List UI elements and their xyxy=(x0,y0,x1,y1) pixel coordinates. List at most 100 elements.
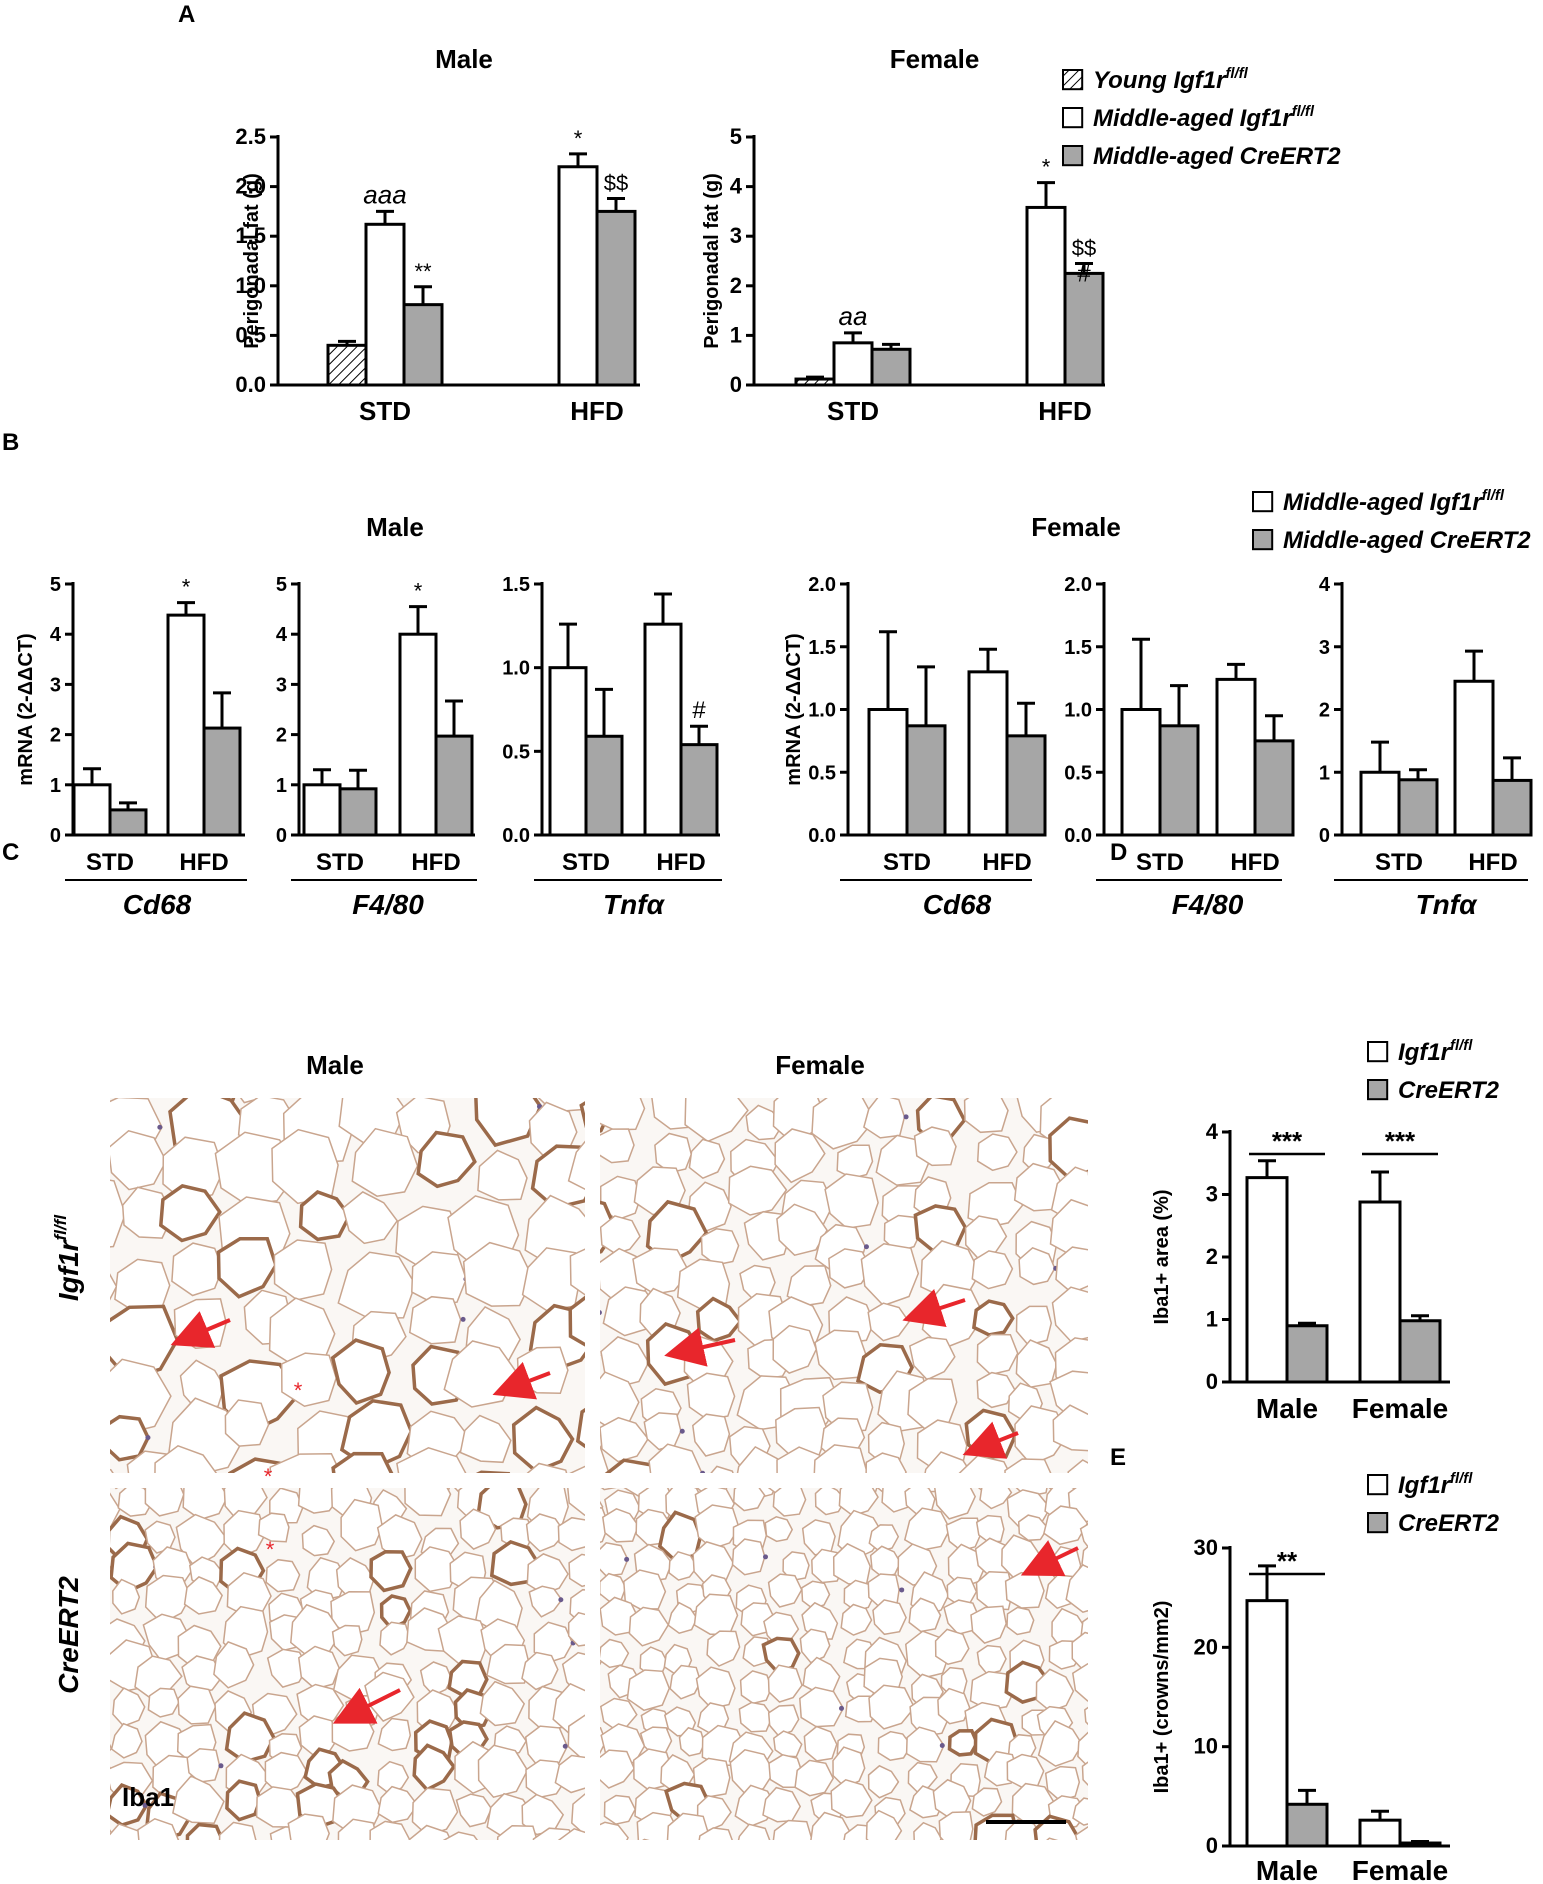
adipocyte xyxy=(938,1811,974,1840)
adipocyte xyxy=(1055,1246,1088,1294)
adipocyte xyxy=(830,1778,873,1819)
adipocyte xyxy=(144,1488,185,1517)
red-arrow xyxy=(962,1421,1019,1459)
adipocyte xyxy=(696,1794,732,1832)
adipocyte xyxy=(71,1438,116,1483)
adipocyte xyxy=(600,1749,636,1789)
red-asterisk: * xyxy=(294,1378,303,1403)
adipocyte xyxy=(600,1215,641,1255)
adipocyte xyxy=(832,1746,866,1788)
y-tick-label: 30 xyxy=(1194,1535,1218,1560)
y-tick-label: 0.0 xyxy=(1064,825,1092,847)
bar xyxy=(595,209,637,387)
adipocyte xyxy=(772,1819,813,1840)
y-tick-label: 0 xyxy=(730,372,742,397)
adipocyte xyxy=(337,1818,379,1840)
nucleus xyxy=(624,1556,630,1562)
bar xyxy=(1398,1841,1442,1848)
adipocyte xyxy=(600,1128,635,1164)
adipocyte xyxy=(778,1858,811,1884)
adipocyte xyxy=(814,1488,847,1516)
adipocyte xyxy=(257,1512,290,1543)
micrograph-2 xyxy=(548,1044,1088,1473)
adipocyte xyxy=(511,1405,575,1473)
micrographs: *** xyxy=(71,1044,1088,1884)
adipocyte xyxy=(1043,1505,1088,1546)
adipocyte xyxy=(548,1058,591,1098)
adipocyte xyxy=(1081,1545,1088,1571)
chart-title: Male xyxy=(435,44,493,74)
adipocyte xyxy=(727,1165,788,1216)
adipocyte xyxy=(224,1711,276,1764)
adipocyte xyxy=(958,1454,1011,1473)
adipocyte xyxy=(772,1324,818,1374)
adipocyte xyxy=(1006,1753,1045,1789)
y-tick-label: 1.0 xyxy=(502,658,530,680)
legend-panel-b: Middle-aged Igf1rfl/fl Middle-aged CreERT… xyxy=(1252,488,1531,554)
adipocyte xyxy=(462,1241,534,1307)
adipocyte xyxy=(156,1858,184,1884)
adipocyte xyxy=(600,1416,650,1463)
adipocyte xyxy=(330,1338,391,1406)
adipocyte xyxy=(416,1130,477,1189)
adipocyte xyxy=(110,1129,167,1191)
adipocyte xyxy=(628,1606,670,1647)
legend-label: CreERT2 xyxy=(1398,1510,1500,1537)
charts-layer: 0.0 0.5 1.0 1.5 2.0 2.5 Perigonadal fat (g) Mal… xyxy=(15,44,1533,1884)
x-tick-label: HFD xyxy=(1230,849,1279,876)
bar xyxy=(1359,770,1401,837)
adipocyte xyxy=(874,1854,912,1884)
bar xyxy=(832,341,874,387)
x-tick-label: STD xyxy=(316,849,364,876)
adipocyte xyxy=(569,1465,585,1473)
bar xyxy=(364,222,406,387)
nucleus xyxy=(700,1470,706,1473)
chart-b-f-tnf: 0 1 2 3 4 STD HFD Tnfα xyxy=(1319,574,1533,920)
adipocyte xyxy=(875,1044,919,1087)
adipocyte xyxy=(1049,1198,1088,1257)
adipocyte xyxy=(810,1811,852,1840)
adipocyte xyxy=(1018,1246,1056,1286)
adipocyte xyxy=(1037,1720,1083,1767)
y-tick-label: 0.0 xyxy=(808,825,836,847)
legend-swatch xyxy=(1252,491,1274,513)
adipocyte xyxy=(525,1759,568,1799)
y-tick-label: 5 xyxy=(276,574,287,596)
adipocyte xyxy=(1065,1563,1088,1614)
y-tick-label: 1.5 xyxy=(235,223,266,248)
adipocyte xyxy=(600,1098,646,1131)
adipocyte xyxy=(669,1664,702,1700)
legend-label: CreERT2 xyxy=(1398,1077,1500,1104)
adipocyte xyxy=(144,1574,192,1625)
adipocyte xyxy=(419,1661,453,1697)
panel-c-col-title-female: Female xyxy=(775,1050,865,1080)
adipocyte xyxy=(600,1821,629,1840)
adipocyte xyxy=(459,1414,512,1464)
adipocyte xyxy=(376,1514,423,1561)
bar xyxy=(643,622,683,837)
adipocyte xyxy=(623,1569,667,1610)
adipocyte xyxy=(496,1824,538,1840)
adipocytes xyxy=(548,1044,1088,1473)
adipocyte xyxy=(694,1504,740,1550)
y-tick-label: 1 xyxy=(50,775,61,797)
y-tick-label: 2 xyxy=(1319,700,1330,722)
nucleus xyxy=(903,1114,909,1120)
adipocyte xyxy=(340,1498,384,1552)
adipocyte xyxy=(489,1539,541,1587)
adipocyte xyxy=(525,1513,567,1553)
adipocyte xyxy=(516,1346,569,1395)
nucleus xyxy=(157,1124,163,1130)
adipocyte xyxy=(913,1126,957,1167)
nucleus xyxy=(939,1742,945,1748)
adipocyte xyxy=(1046,1837,1059,1840)
panel-c: Male Female *** Igf1rfl/fl CreERT2 Iba1 xyxy=(51,1044,1088,1884)
adipocyte xyxy=(971,1250,1014,1290)
nucleus xyxy=(863,1244,869,1250)
legend-swatch xyxy=(1062,145,1084,167)
adipocyte xyxy=(579,1101,585,1128)
red-asterisk: * xyxy=(266,1537,275,1562)
red-arrow xyxy=(492,1361,551,1400)
adipocyte xyxy=(865,1809,903,1840)
nucleus xyxy=(763,1554,769,1560)
